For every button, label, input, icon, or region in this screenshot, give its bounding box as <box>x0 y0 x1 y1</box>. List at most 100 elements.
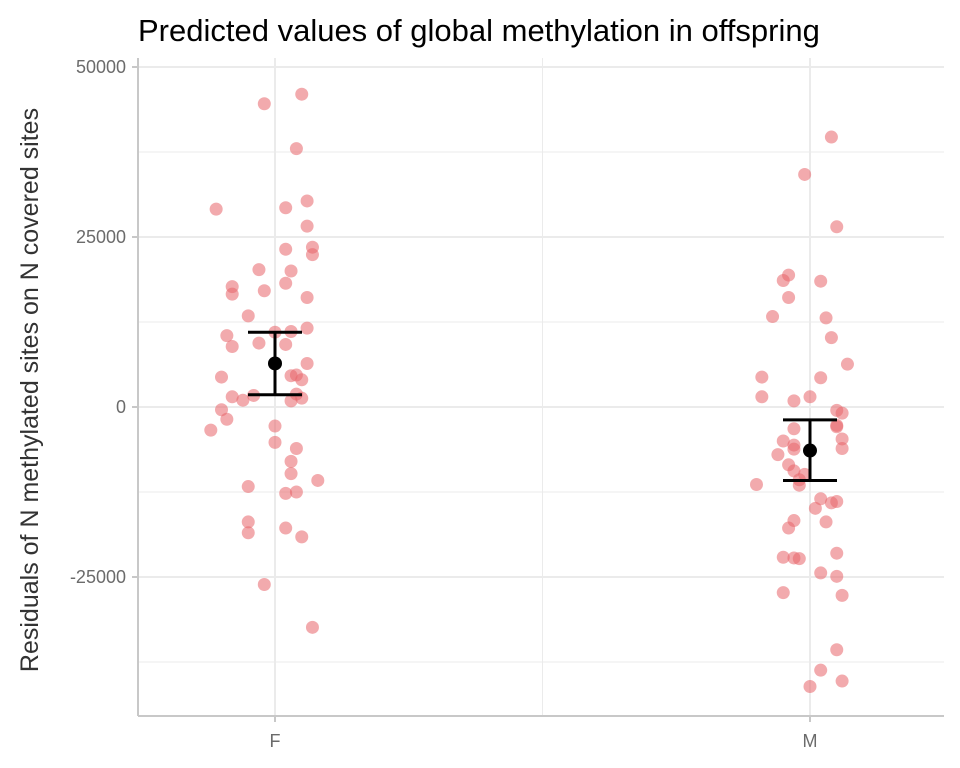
data-point-M <box>803 679 817 693</box>
data-point-M <box>776 586 790 600</box>
mean-point-F <box>268 356 282 371</box>
data-point-F <box>257 284 271 298</box>
data-point-M <box>814 663 828 677</box>
data-point-F <box>284 454 298 468</box>
data-point-M <box>835 441 849 455</box>
data-point-M <box>766 310 780 324</box>
data-point-F <box>289 142 303 156</box>
data-point-M <box>830 569 844 583</box>
data-point-M <box>819 515 833 529</box>
data-point-F <box>279 242 293 256</box>
mean-point-M <box>803 443 817 458</box>
data-point-F <box>215 370 228 384</box>
axes <box>132 58 944 722</box>
data-point-M <box>814 492 828 506</box>
data-point-M <box>792 552 806 566</box>
y-tick-labels: 50000 25000 0 -25000 <box>70 57 126 587</box>
data-point-M <box>814 566 828 580</box>
data-point-M <box>776 550 790 564</box>
gridlines <box>138 58 944 716</box>
data-point-M <box>787 442 801 456</box>
data-point-M <box>824 130 838 144</box>
data-point-F <box>284 369 298 383</box>
data-point-M <box>835 406 849 420</box>
data-point-M <box>776 274 790 288</box>
y-axis-label: Residuals of N methylated sites on N cov… <box>16 108 44 672</box>
y-tick-label: 25000 <box>76 227 126 247</box>
data-point-M <box>803 390 817 404</box>
y-tick-label: 50000 <box>76 57 126 77</box>
data-points <box>204 87 854 693</box>
data-point-F <box>279 201 293 215</box>
data-point-F <box>257 577 271 591</box>
data-point-F <box>300 321 314 335</box>
data-point-F <box>284 467 298 481</box>
data-point-F <box>279 486 293 500</box>
data-point-F <box>279 276 293 290</box>
data-point-F <box>236 393 250 407</box>
data-point-M <box>787 422 801 436</box>
data-point-F <box>268 435 282 449</box>
data-point-F <box>225 287 239 301</box>
chart-title: Predicted values of global methylation i… <box>138 13 820 48</box>
data-point-M <box>782 521 796 535</box>
data-point-F <box>204 423 218 437</box>
data-point-F <box>241 480 255 494</box>
data-point-M <box>830 495 844 509</box>
y-tick-label: -25000 <box>70 567 126 587</box>
data-point-F <box>300 194 314 208</box>
data-point-F <box>300 356 314 370</box>
data-point-M <box>755 390 769 404</box>
data-point-M <box>782 291 796 305</box>
data-point-M <box>835 674 849 688</box>
data-point-F <box>252 263 266 277</box>
group-summaries <box>248 330 837 482</box>
x-tick-label: F <box>270 731 281 751</box>
data-point-M <box>819 311 833 325</box>
data-point-F <box>225 339 239 353</box>
x-tick-label: M <box>803 731 818 751</box>
data-point-F <box>268 419 282 433</box>
data-point-F <box>284 264 298 278</box>
data-point-F <box>257 97 271 111</box>
data-point-F <box>300 291 314 305</box>
data-point-M <box>830 643 844 657</box>
data-point-M <box>835 432 849 446</box>
data-point-F <box>209 202 223 216</box>
data-point-M <box>814 371 828 385</box>
data-point-F <box>311 473 325 487</box>
data-point-M <box>830 420 844 434</box>
data-point-M <box>830 546 844 560</box>
data-point-M <box>835 588 849 602</box>
data-point-F <box>225 390 239 404</box>
data-point-F <box>289 441 303 455</box>
data-point-F <box>305 248 319 262</box>
data-point-M <box>830 220 844 234</box>
data-point-M <box>798 167 812 181</box>
data-point-F <box>284 394 298 408</box>
data-point-M <box>750 478 763 492</box>
data-point-F <box>295 530 309 544</box>
data-point-M <box>792 478 806 492</box>
data-point-M <box>824 331 838 345</box>
data-point-M <box>771 448 785 462</box>
data-point-F <box>289 485 303 499</box>
data-point-F <box>241 526 255 540</box>
data-point-F <box>241 515 255 529</box>
data-point-M <box>840 357 854 371</box>
data-point-F <box>279 337 293 351</box>
data-point-M <box>808 501 822 515</box>
data-point-M <box>776 434 790 448</box>
data-point-F <box>241 309 255 323</box>
data-point-F <box>215 403 228 417</box>
data-point-F <box>295 87 309 101</box>
data-point-F <box>305 620 319 634</box>
data-point-F <box>279 521 293 535</box>
data-point-F <box>220 329 234 343</box>
y-tick-label: 0 <box>116 397 126 417</box>
data-point-F <box>295 373 309 387</box>
data-point-M <box>755 370 769 384</box>
data-point-M <box>787 394 801 408</box>
